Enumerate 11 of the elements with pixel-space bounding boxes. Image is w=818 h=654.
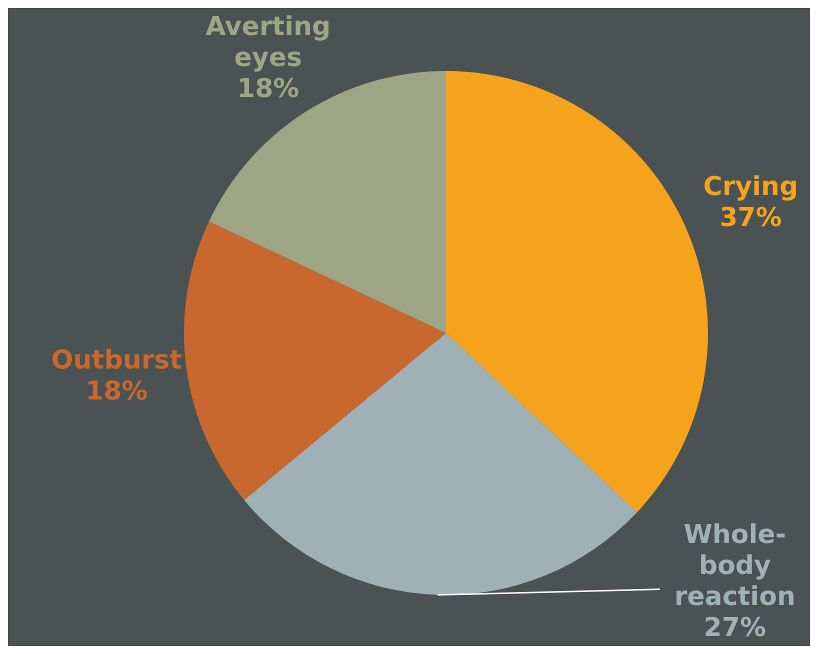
data-label: 18%	[86, 376, 148, 406]
pie-slice	[208, 71, 446, 333]
slice-label: Averting eyes	[206, 12, 331, 73]
data-label: 37%	[720, 202, 782, 233]
pie-slice	[184, 221, 446, 500]
slice-label: Outburst	[51, 345, 182, 376]
slice-label: Whole-body reaction	[674, 520, 796, 612]
data-label: 27%	[704, 612, 766, 643]
data-label: 18%	[236, 74, 300, 104]
pie-slice	[244, 333, 637, 595]
slice-label: Crying	[703, 172, 798, 202]
